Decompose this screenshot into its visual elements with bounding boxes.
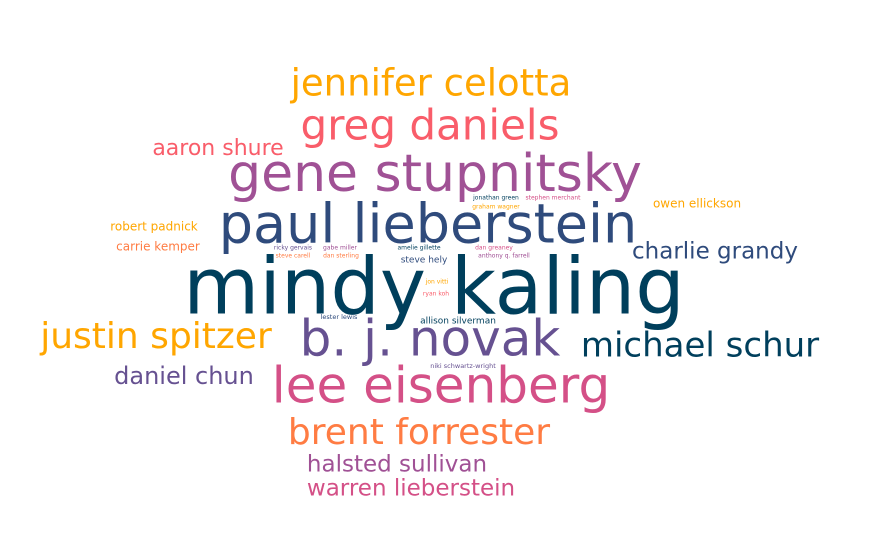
word-carrie-kemper: carrie kemper <box>116 240 200 254</box>
word-b-j-novak: b. j. novak <box>300 310 561 368</box>
word-owen-ellickson: owen ellickson <box>653 197 741 211</box>
word-allison-silverman: allison silverman <box>420 317 496 327</box>
word-steve-carell: steve carell <box>276 253 311 260</box>
word-charlie-grandy: charlie grandy <box>632 239 798 265</box>
word-jon-vitti: jon vitti <box>425 279 449 286</box>
word-gene-stupnitsky: gene stupnitsky <box>228 144 642 204</box>
word-greg-daniels: greg daniels <box>301 101 560 150</box>
word-aaron-shure: aaron shure <box>152 136 283 161</box>
word-mindy-kaling: mindy kaling <box>183 242 684 332</box>
word-dan-sterling: dan sterling <box>323 253 359 260</box>
word-lester-lewis: lester lewis <box>321 313 358 321</box>
word-anthony-q-farrell: anthony q. farrell <box>478 253 530 260</box>
word-steve-hely: steve hely <box>401 256 448 266</box>
word-amelie-gillette: amelie gillette <box>397 245 440 252</box>
word-brent-forrester: brent forrester <box>288 412 550 453</box>
word-robert-padnick: robert padnick <box>110 220 198 234</box>
word-ryan-koh: ryan koh <box>423 291 449 298</box>
word-justin-spitzer: justin spitzer <box>39 316 272 357</box>
word-warren-lieberstein: warren lieberstein <box>307 476 515 502</box>
word-lee-eisenberg: lee eisenberg <box>272 357 610 415</box>
word-halsted-sullivan: halsted sullivan <box>307 452 487 478</box>
word-ricky-gervais: ricky gervais <box>274 245 312 252</box>
word-stephen-merchant: stephen merchant <box>526 195 582 202</box>
word-niki-schwartz-wright: niki schwartz-wright <box>430 362 496 370</box>
word-daniel-chun: daniel chun <box>114 362 254 390</box>
word-jennifer-celotta: jennifer celotta <box>290 62 572 105</box>
word-michael-schur: michael schur <box>581 326 819 366</box>
word-dan-greaney: dan greaney <box>475 245 513 252</box>
word-graham-wagner: graham wagner <box>472 204 520 211</box>
word-paul-lieberstein: paul lieberstein <box>219 193 637 256</box>
word-gabe-miller: gabe miller <box>323 245 357 252</box>
word-jonathan-green: jonathan green <box>472 195 519 202</box>
